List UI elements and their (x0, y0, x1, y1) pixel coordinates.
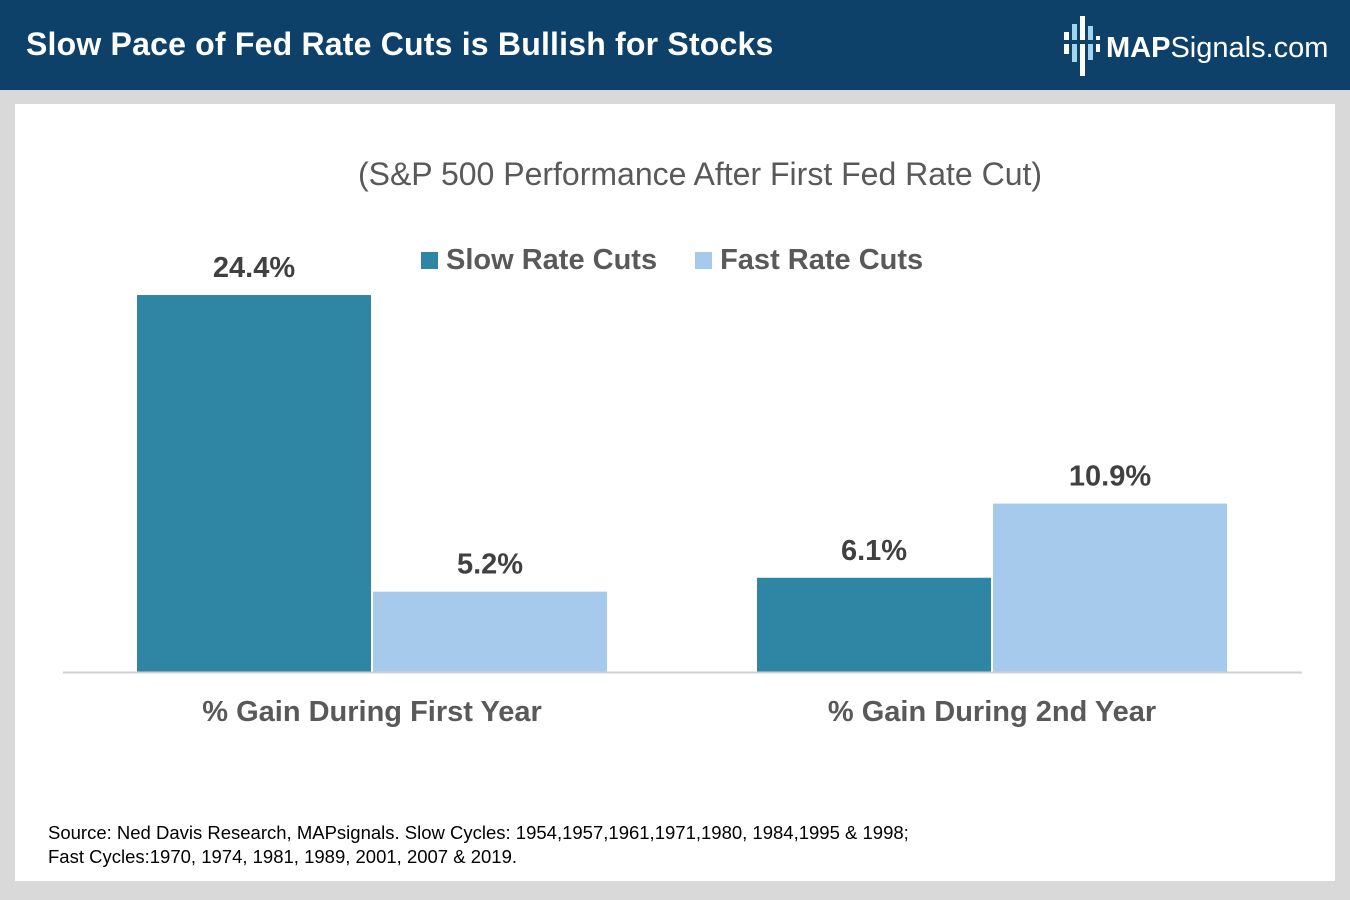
legend-label-slow: Slow Rate Cuts (446, 244, 658, 276)
logo-text-rest: Signals.com (1170, 32, 1329, 64)
logo-text: MAPSignals.com (1106, 30, 1328, 66)
chart-subtitle: (S&P 500 Performance After First Fed Rat… (357, 156, 1043, 192)
bar-fast-1 (373, 591, 607, 672)
data-label-slow-1: 24.4% (213, 252, 295, 284)
bar-fast-2 (993, 503, 1227, 672)
source-line-2: Fast Cycles:1970, 1974, 1981, 1989, 2001… (48, 846, 518, 867)
header-bar: Slow Pace of Fed Rate Cuts is Bullish fo… (0, 0, 1350, 90)
logo-text-bold: MAP (1106, 32, 1171, 64)
mapsignals-logo[interactable]: MAPSignals.com (1062, 14, 1332, 78)
bar-slow-2 (757, 577, 991, 672)
data-label-fast-2: 10.9% (1069, 461, 1151, 493)
legend-swatch-slow (421, 251, 438, 269)
page-title: Slow Pace of Fed Rate Cuts is Bullish fo… (26, 26, 774, 62)
data-label-slow-2: 6.1% (841, 535, 907, 567)
source-line-1: Source: Ned Davis Research, MAPsignals. … (48, 822, 909, 843)
category-label-2: % Gain During 2nd Year (828, 696, 1156, 728)
legend-item-fast: Fast Rate Cuts (695, 242, 923, 278)
bar-chart: 24.4% 5.2% % Gain During First Year 6.1% 10.… (63, 252, 1302, 728)
chart-legend: Slow Rate Cuts Fast Rate Cuts (421, 242, 961, 278)
bar-slow-1 (137, 295, 371, 672)
legend-label-fast: Fast Rate Cuts (720, 244, 924, 276)
category-label-1: % Gain During First Year (202, 696, 542, 728)
logo-bars-icon (1062, 16, 1102, 76)
legend-swatch-fast (695, 251, 713, 269)
legend-item-slow: Slow Rate Cuts (421, 242, 657, 278)
data-label-fast-1: 5.2% (457, 549, 523, 581)
source-note: Source: Ned Davis Research, MAPsignals. … (48, 821, 1248, 869)
chart-panel: (S&P 500 Performance After First Fed Rat… (15, 104, 1335, 881)
